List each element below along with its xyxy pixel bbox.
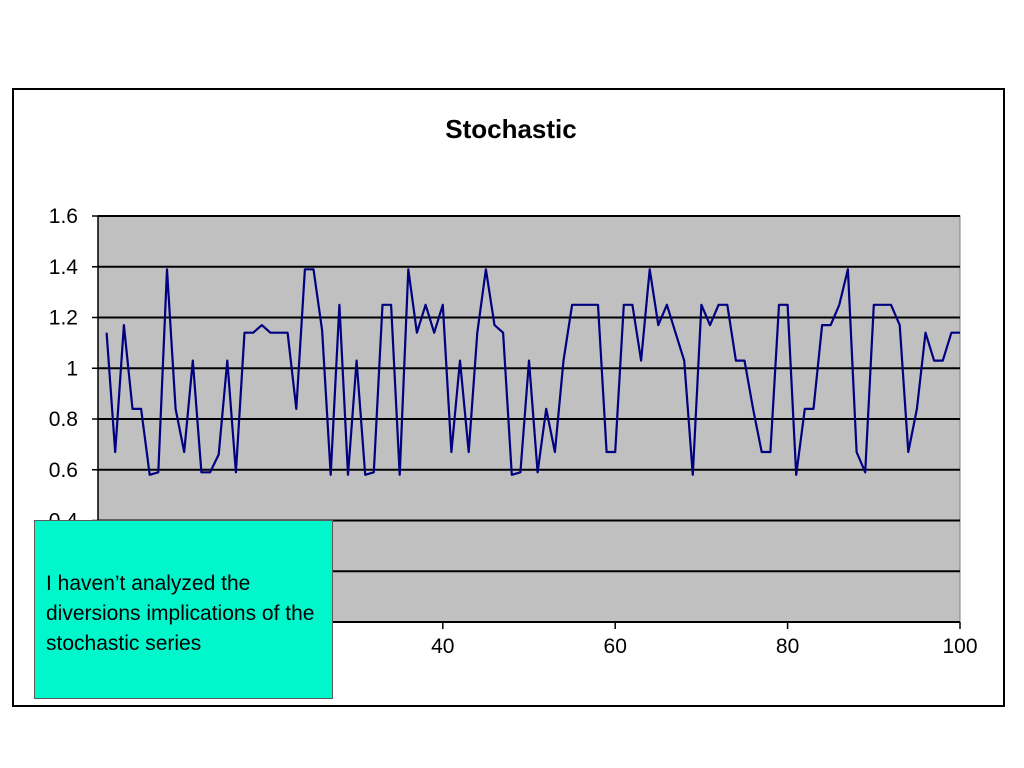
series-line — [105, 268, 960, 476]
y-tick-label: 1.4 — [49, 256, 79, 279]
y-tick-label: 1.6 — [49, 205, 78, 228]
x-tick-label: 100 — [942, 635, 977, 658]
plot-area: 00.20.40.60.811.21.41.6020406080100 — [49, 205, 978, 658]
note-text: I haven’t analyzed the diversions implic… — [46, 572, 315, 655]
note-callout: I haven’t analyzed the diversions implic… — [34, 520, 333, 699]
chart-title: Stochastic — [445, 114, 577, 144]
x-tick-label: 40 — [431, 635, 454, 658]
y-tick-label: 0.6 — [49, 459, 78, 482]
y-tick-label: 1 — [66, 357, 78, 380]
line-chart: Stochastic 00.20.40.60.811.21.41.6020406… — [49, 114, 978, 658]
y-tick-label: 1.2 — [49, 307, 78, 330]
y-tick-label: 0.8 — [49, 408, 78, 431]
x-tick-label: 80 — [776, 635, 799, 658]
x-tick-label: 60 — [604, 635, 627, 658]
